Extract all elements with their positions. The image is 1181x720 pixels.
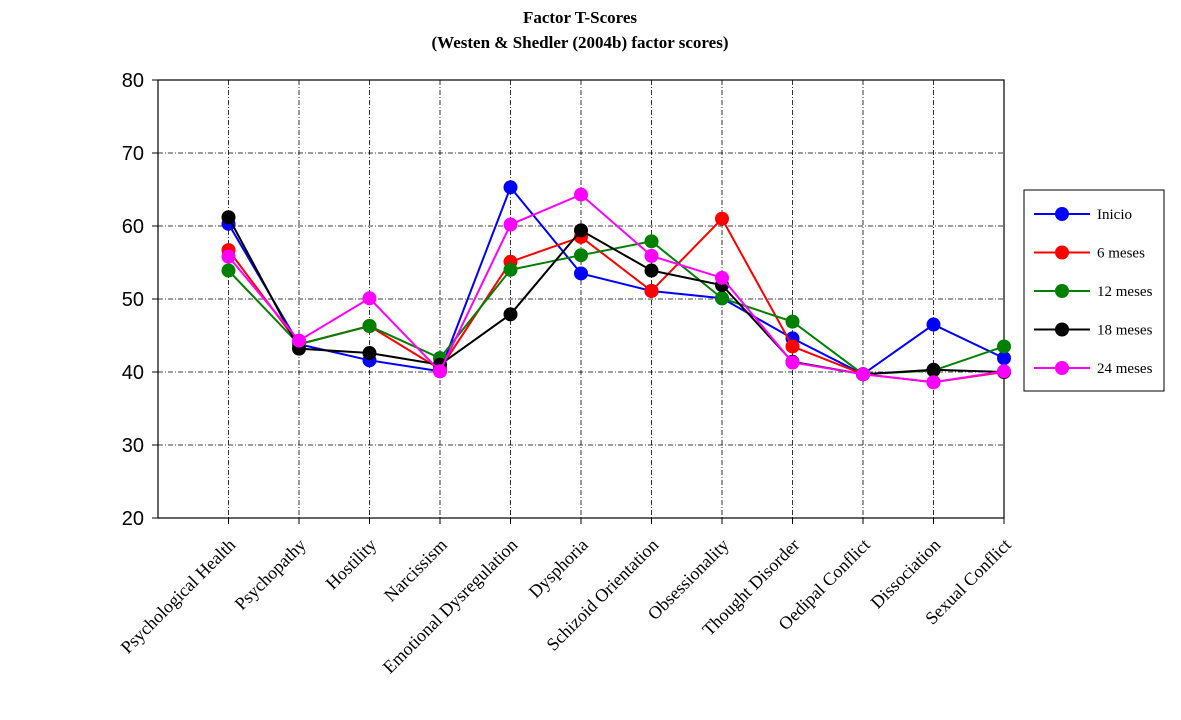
y-tick-label: 40 [122, 362, 144, 384]
data-point [503, 217, 518, 232]
data-point [574, 187, 588, 202]
data-point [221, 210, 236, 225]
data-point [362, 291, 377, 306]
series-12-meses [221, 234, 1011, 382]
data-point [785, 339, 800, 354]
legend-marker [1055, 207, 1069, 221]
y-tick-label: 70 [122, 143, 144, 165]
data-point [292, 333, 306, 348]
x-tick-label: Emotional Dysregulation [379, 535, 521, 677]
x-tick-label: Dissociation [867, 535, 945, 613]
data-point [574, 266, 588, 281]
series-line [227, 185, 1005, 376]
legend-label: 12 meses [1097, 284, 1153, 300]
data-point [433, 364, 447, 379]
data-point [362, 319, 377, 334]
data-point [856, 367, 870, 382]
data-point [503, 180, 518, 195]
legend-label: Inicio [1097, 207, 1132, 223]
data-point [221, 263, 236, 278]
data-point [503, 262, 518, 277]
data-point [644, 283, 659, 298]
x-tick-label: Psychopathy [231, 535, 310, 614]
series-18-meses [221, 210, 1011, 382]
data-point [221, 249, 236, 264]
chart-title: Factor T-Scores [523, 8, 637, 27]
data-point [926, 362, 941, 377]
data-point [997, 364, 1011, 379]
x-tick-label: Narcissism [380, 535, 451, 606]
y-tick-label: 60 [122, 216, 144, 238]
chart-subtitle: (Westen & Shedler (2004b) factor scores) [432, 33, 729, 52]
data-point [926, 317, 941, 332]
data-point [574, 223, 588, 238]
data-point [362, 346, 377, 361]
y-tick-label: 80 [122, 70, 144, 92]
legend-marker [1055, 284, 1069, 298]
data-point [715, 270, 729, 285]
legend-marker [1055, 361, 1069, 375]
data-point [715, 291, 729, 306]
legend-label: 24 meses [1097, 361, 1153, 377]
data-point [644, 248, 659, 263]
data-point [644, 263, 659, 278]
legend-label: 6 meses [1097, 246, 1145, 262]
data-point [926, 375, 941, 390]
series-24-meses [221, 187, 1011, 390]
data-point [997, 351, 1011, 366]
data-point [574, 248, 588, 263]
y-tick-label: 30 [122, 435, 144, 457]
series-line [227, 193, 1005, 384]
x-tick-label: Dysphoria [525, 535, 592, 602]
data-point [997, 339, 1011, 354]
gridlines [158, 80, 1004, 518]
series-6-meses [221, 211, 1011, 390]
y-tick-label: 50 [122, 289, 144, 311]
series-line [227, 216, 1005, 376]
legend-marker [1055, 322, 1069, 337]
x-tick-label: Hostility [322, 535, 381, 594]
legend-label: 18 meses [1097, 323, 1153, 339]
data-point [785, 314, 800, 329]
series-lines [221, 180, 1011, 390]
y-tick-label: 20 [122, 508, 144, 530]
data-point [644, 234, 659, 249]
data-point [503, 307, 518, 322]
data-point [785, 355, 800, 370]
legend: Inicio 6 meses 12 meses 18 meses 24 meses [1023, 189, 1165, 392]
x-tick-label: Psychological Health [117, 535, 240, 658]
legend-marker [1055, 245, 1069, 260]
data-point [715, 211, 729, 226]
y-axis: 20 30 40 50 60 70 80 [122, 70, 158, 530]
